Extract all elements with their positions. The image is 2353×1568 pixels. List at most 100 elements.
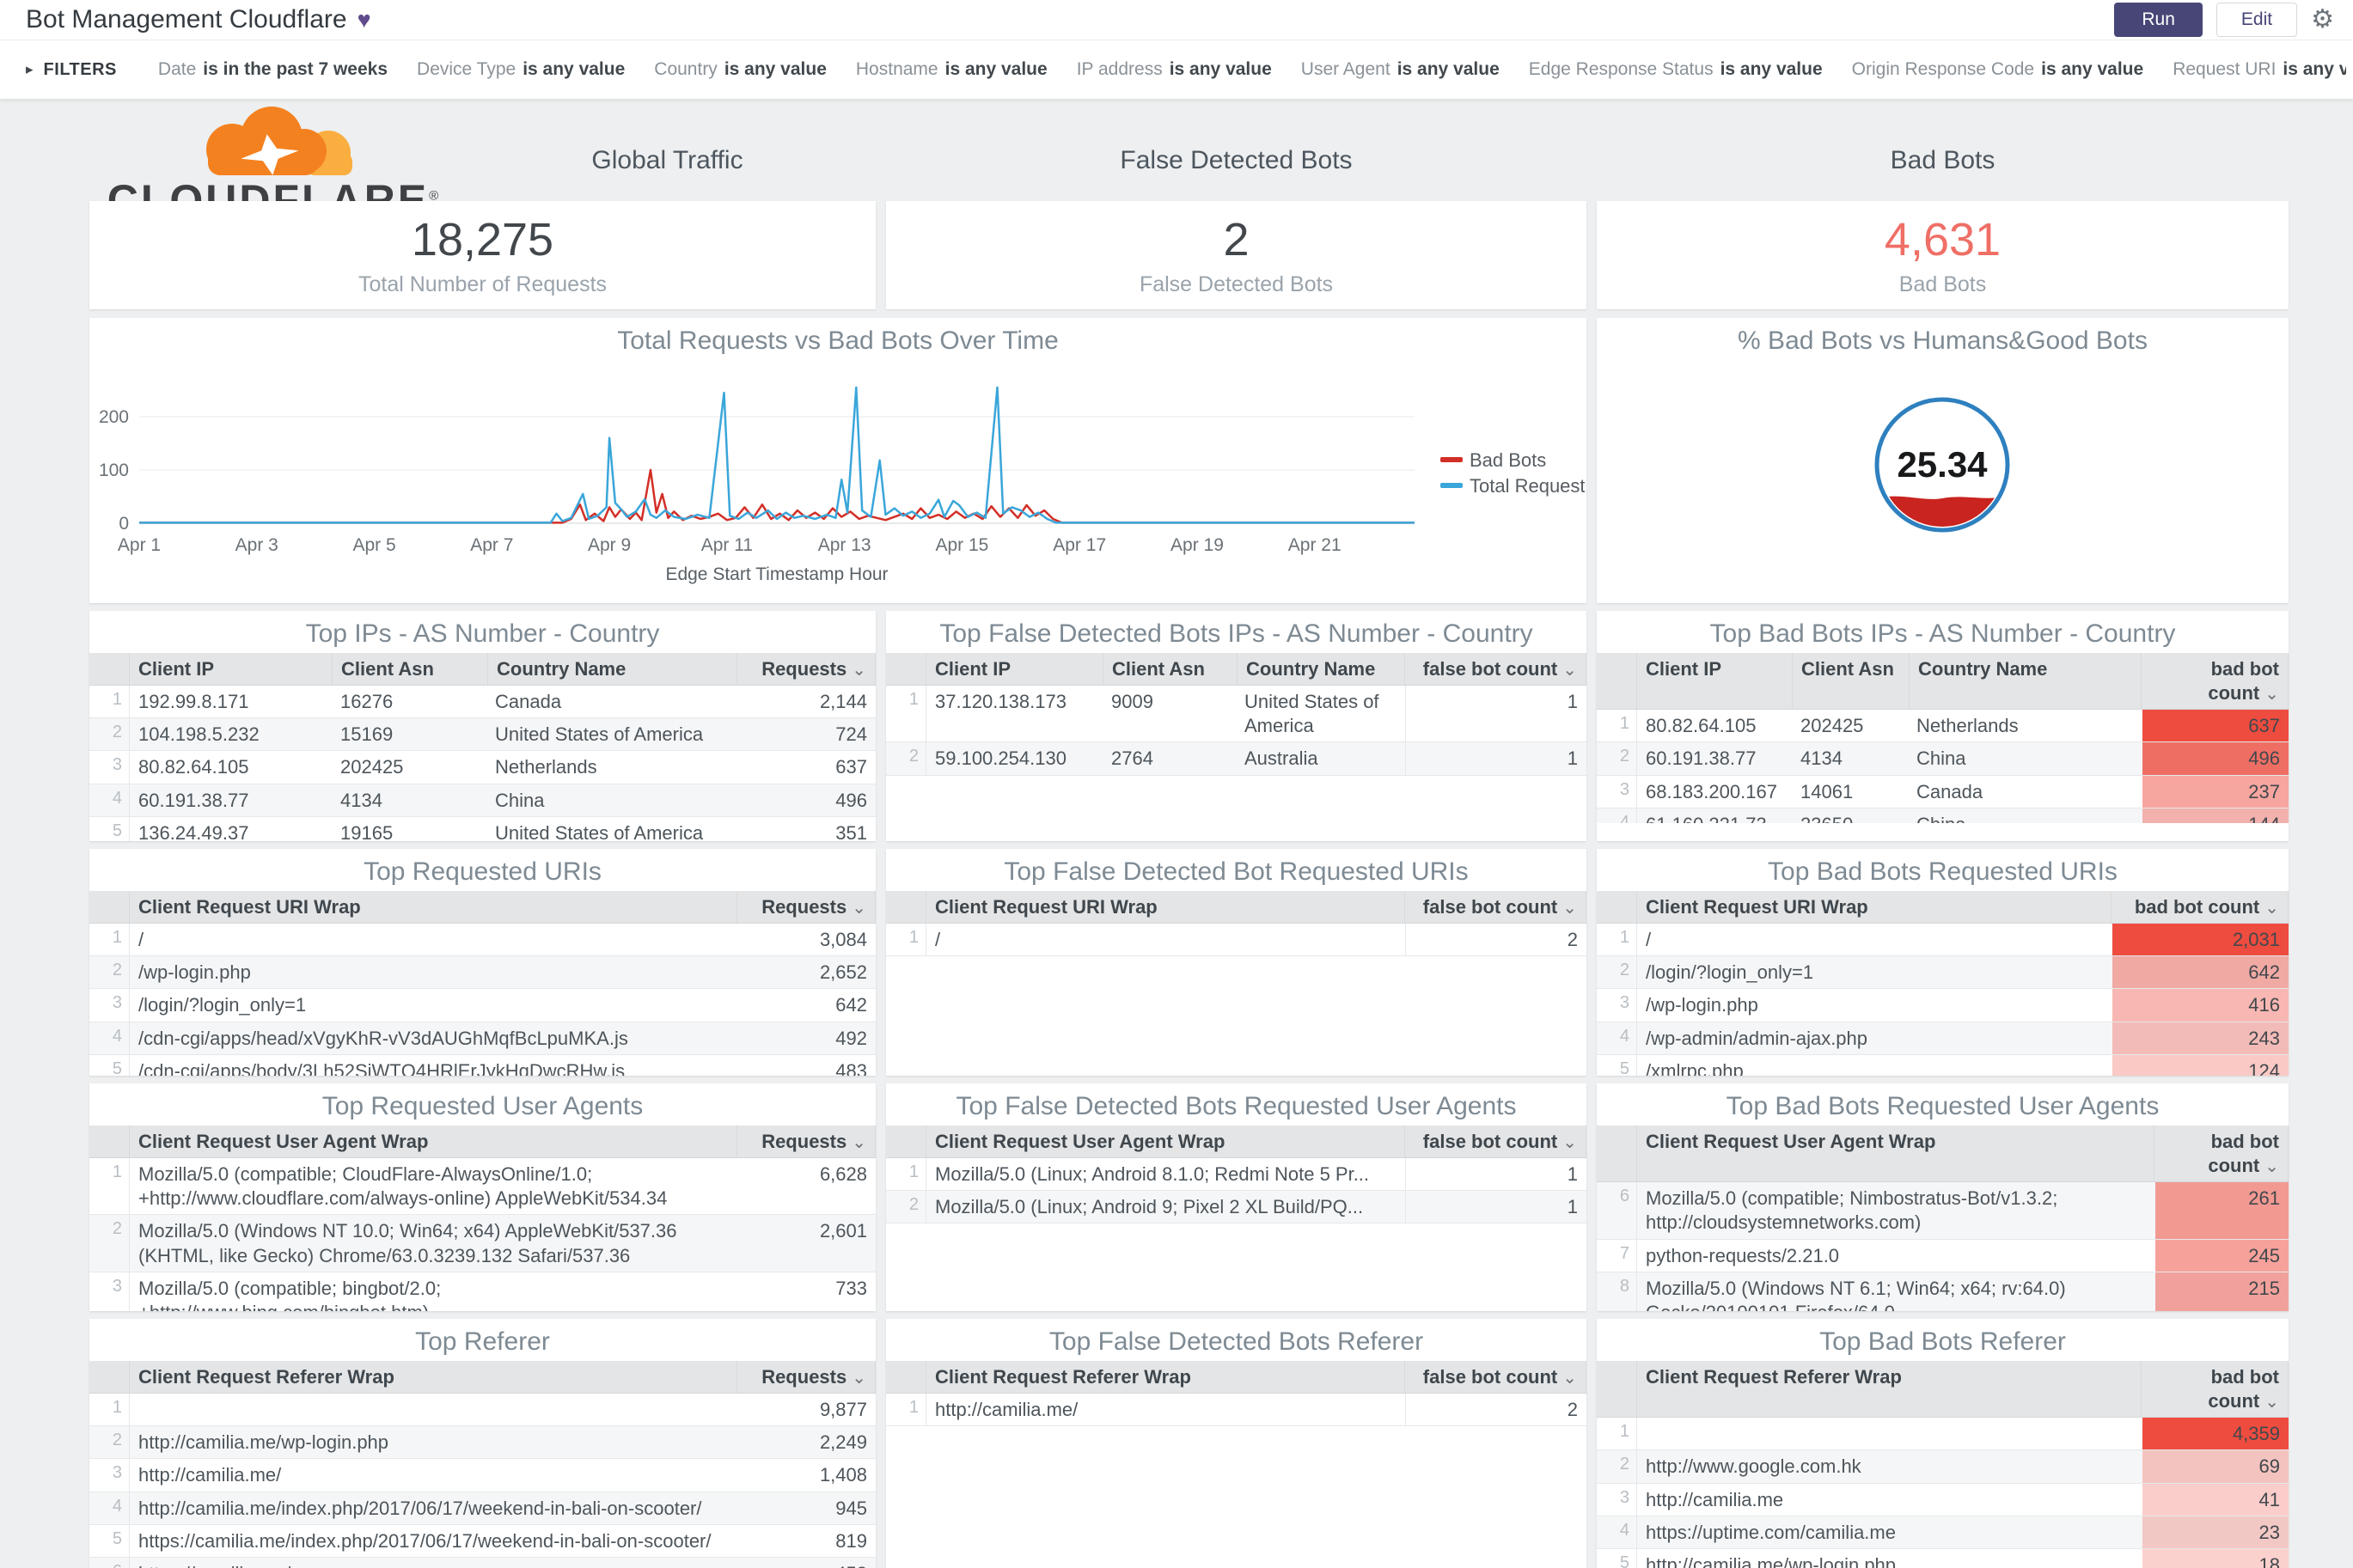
table-cell: Netherlands — [486, 751, 738, 783]
legend-item-bad-bots[interactable]: Bad Bots — [1470, 449, 1546, 471]
tile-bad-bots-gauge[interactable]: % Bad Bots vs Humans&Good Bots 25.34 — [1597, 318, 2289, 603]
table-cell: 41 — [2142, 1484, 2289, 1516]
row-number: 2 — [886, 1191, 926, 1223]
legend-item-total-requests[interactable]: Total Requests — [1470, 475, 1585, 497]
column-header-client-ip[interactable]: Client IP — [926, 653, 1103, 686]
tile-top-bad-bot-uris: Top Bad Bots Requested URIs Client Reque… — [1597, 849, 2289, 1076]
table-cell: python-requests/2.21.0 — [1637, 1240, 2155, 1272]
column-header-bad-bot-count[interactable]: bad bot count⌄ — [2154, 1126, 2289, 1182]
column-header-client-request-referer-wrap[interactable]: Client Request Referer Wrap — [926, 1361, 1405, 1394]
column-header-client-asn[interactable]: Client Asn — [333, 653, 488, 686]
row-number: 1 — [886, 924, 926, 955]
table-cell: 637 — [738, 751, 876, 783]
table-cell: Canada — [1908, 776, 2142, 808]
column-header-false-bot-count[interactable]: false bot count⌄ — [1405, 653, 1586, 686]
column-header-label: Requests — [761, 658, 846, 680]
filter-condition-label: is any value — [1720, 59, 1823, 79]
top-bar: Bot Management Cloudflare ♥ Run Edit ⚙ — [0, 0, 2353, 40]
column-header-requests[interactable]: Requests⌄ — [737, 891, 876, 924]
column-header-false-bot-count[interactable]: false bot count⌄ — [1405, 1126, 1586, 1158]
row-number: 2 — [1597, 956, 1637, 988]
y-axis-tick-label: 100 — [99, 461, 129, 480]
kpi-tile-total-requests[interactable]: 18,275 Total Number of Requests — [89, 201, 876, 309]
filters-label[interactable]: FILTERS — [44, 60, 117, 80]
table-cell: 23 — [2142, 1516, 2289, 1548]
tile-title-top-false-bot-user-agents: Top False Detected Bots Requested User A… — [886, 1083, 1586, 1126]
column-header-client-request-uri-wrap[interactable]: Client Request URI Wrap — [926, 891, 1405, 924]
filters-caret-icon[interactable]: ▸ — [26, 61, 34, 78]
filter-field-label: Edge Response Status — [1529, 59, 1714, 79]
column-header-label: false bot count — [1423, 896, 1557, 918]
column-header-label: false bot count — [1423, 1366, 1557, 1388]
row-number: 2 — [89, 1426, 130, 1458]
column-header-client-asn[interactable]: Client Asn — [1793, 653, 1910, 710]
table-row: 6https://camilia.me/458 — [89, 1558, 876, 1568]
column-header-client-asn[interactable]: Client Asn — [1103, 653, 1238, 686]
column-header-country-name[interactable]: Country Name — [488, 653, 737, 686]
column-header-client-request-referer-wrap[interactable]: Client Request Referer Wrap — [1637, 1361, 2142, 1418]
column-header-bad-bot-count[interactable]: bad bot count⌄ — [2112, 891, 2289, 924]
column-header-client-ip[interactable]: Client IP — [1637, 653, 1793, 710]
sort-caret-icon: ⌄ — [2264, 685, 2279, 704]
row-number: 1 — [886, 686, 926, 741]
column-header-country-name[interactable]: Country Name — [1910, 653, 2142, 710]
row-number: 3 — [89, 989, 130, 1021]
column-header-bad-bot-count[interactable]: bad bot count⌄ — [2142, 1361, 2289, 1418]
settings-gear-icon[interactable]: ⚙ — [2311, 7, 2334, 33]
tile-top-false-bot-user-agents: Top False Detected Bots Requested User A… — [886, 1083, 1586, 1311]
column-header-client-request-user-agent-wrap[interactable]: Client Request User Agent Wrap — [130, 1126, 737, 1158]
column-header-client-request-user-agent-wrap[interactable]: Client Request User Agent Wrap — [1637, 1126, 2154, 1182]
kpi-tile-bad-bots[interactable]: 4,631 Bad Bots — [1597, 201, 2289, 309]
kpi-tile-false-detected-bots[interactable]: 2 False Detected Bots — [886, 201, 1586, 309]
sort-caret-icon: ⌄ — [2264, 1157, 2279, 1176]
edit-button[interactable]: Edit — [2216, 3, 2297, 37]
filter-condition-label: is any value — [2283, 59, 2346, 79]
column-header-requests[interactable]: Requests⌄ — [737, 653, 876, 686]
column-header-client-ip[interactable]: Client IP — [130, 653, 333, 686]
column-header-requests[interactable]: Requests⌄ — [737, 1361, 876, 1394]
column-header-false-bot-count[interactable]: false bot count⌄ — [1405, 891, 1586, 924]
column-header-client-request-user-agent-wrap[interactable]: Client Request User Agent Wrap — [926, 1126, 1405, 1158]
row-number: 3 — [1597, 1484, 1637, 1516]
row-number: 1 — [89, 924, 130, 955]
column-header-client-request-uri-wrap[interactable]: Client Request URI Wrap — [1637, 891, 2112, 924]
run-button[interactable]: Run — [2114, 3, 2203, 37]
row-number-header — [886, 1361, 926, 1394]
filter-field-label: Hostname — [856, 59, 938, 79]
row-number: 1 — [1597, 1418, 1637, 1449]
x-axis-tick-label: Apr 1 — [118, 535, 161, 555]
table-cell: 4134 — [332, 784, 486, 816]
table-cell: / — [1637, 924, 2112, 955]
table-cell: 9,877 — [738, 1394, 876, 1425]
column-header-bad-bot-count[interactable]: bad bot count⌄ — [2142, 653, 2289, 710]
column-header-label: Client IP — [935, 658, 1011, 680]
column-header-country-name[interactable]: Country Name — [1238, 653, 1405, 686]
table-cell: 2,144 — [738, 686, 876, 717]
column-header-requests[interactable]: Requests⌄ — [737, 1126, 876, 1158]
column-header-false-bot-count[interactable]: false bot count⌄ — [1405, 1361, 1586, 1394]
kpi-value-total-requests: 18,275 — [89, 215, 876, 265]
filter-item-edge-response-status[interactable]: Edge Response Status is any value — [1529, 59, 1823, 80]
column-header-client-request-referer-wrap[interactable]: Client Request Referer Wrap — [130, 1361, 737, 1394]
column-header-client-request-uri-wrap[interactable]: Client Request URI Wrap — [130, 891, 737, 924]
